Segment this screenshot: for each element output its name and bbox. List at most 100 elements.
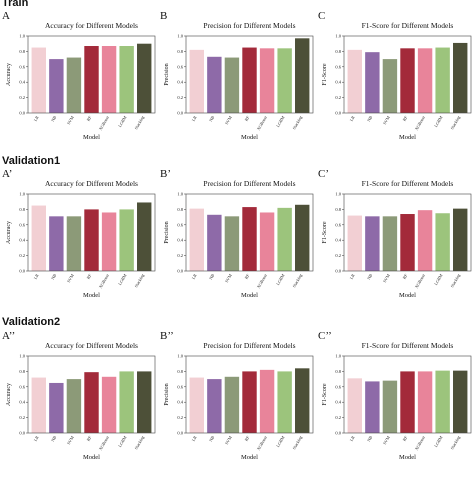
y-tick-label: 0.0 xyxy=(177,431,183,436)
chart-title: Accuracy for Different Models xyxy=(45,21,138,30)
x-tick-label: XGBoost xyxy=(414,114,427,131)
y-tick-label: 0.4 xyxy=(177,400,183,405)
bar-rf xyxy=(242,207,257,271)
panel-letter: A’ xyxy=(2,168,13,180)
x-tick-label: LR xyxy=(191,115,198,122)
bar-lr xyxy=(347,378,362,433)
plot-frame xyxy=(27,35,156,114)
bar-lr xyxy=(31,47,46,113)
y-tick-label: 0.2 xyxy=(19,415,25,420)
x-tick-label: XGBoost xyxy=(256,272,269,289)
bar-lr xyxy=(31,205,46,271)
x-tick-label: LGBM xyxy=(433,435,444,448)
bar-lgbm xyxy=(277,48,292,113)
x-tick-label: LR xyxy=(349,115,356,122)
y-tick-label: 0.8 xyxy=(335,49,341,54)
chart-panel: B Precision for Different Models LR NB SVM RF… xyxy=(160,10,316,155)
x-axis-label: Model xyxy=(241,292,258,299)
y-tick-label: 0.6 xyxy=(19,222,25,227)
x-tick-label: Stacking xyxy=(449,272,461,288)
y-tick-label: 1.0 xyxy=(177,34,183,39)
bar-xgboost xyxy=(101,212,117,271)
y-tick-label: 0.8 xyxy=(335,369,341,374)
bar-nb xyxy=(207,379,222,433)
bar-lr xyxy=(31,377,46,433)
y-tick-label: 1.0 xyxy=(335,354,341,359)
bar-svm xyxy=(224,376,240,433)
y-tick-label: 0.8 xyxy=(177,369,183,374)
chart-title: Precision for Different Models xyxy=(203,341,295,350)
y-tick-label: 0.4 xyxy=(19,238,25,243)
chart-panel: C F1-Score for Different Models LR NB SVM RF X… xyxy=(318,10,474,155)
y-tick-label: 0.4 xyxy=(335,238,341,243)
bar-lr xyxy=(347,49,362,113)
x-tick-label: RF xyxy=(243,114,250,122)
x-tick-label: Stacking xyxy=(133,272,145,288)
x-tick-label: NB xyxy=(208,115,215,123)
y-tick-label: 0.0 xyxy=(335,269,341,274)
bar-rf xyxy=(84,46,99,114)
y-tick-label: 1.0 xyxy=(19,34,25,39)
panel-letter: B’’ xyxy=(160,330,174,342)
x-tick-label: NB xyxy=(50,115,57,123)
plot-frame xyxy=(185,355,314,434)
x-tick-label: XGBoost xyxy=(98,434,111,451)
y-axis-label: Accuracy xyxy=(6,383,12,406)
bar-nb xyxy=(207,214,222,271)
bar-stacking xyxy=(453,370,468,433)
bar-nb xyxy=(365,52,380,113)
x-tick-label: NB xyxy=(366,115,373,123)
y-tick-label: 1.0 xyxy=(177,354,183,359)
y-tick-label: 0.4 xyxy=(177,80,183,85)
bar-lr xyxy=(189,49,204,113)
y-tick-label: 0.8 xyxy=(19,369,25,374)
y-tick-label: 0.0 xyxy=(177,111,183,116)
bar-lr xyxy=(189,377,204,433)
y-axis-label: Accuracy xyxy=(6,221,12,244)
plot-frame xyxy=(185,193,314,272)
x-tick-label: SVM xyxy=(224,273,233,284)
y-tick-label: 0.2 xyxy=(335,253,341,258)
chart-title: Precision for Different Models xyxy=(203,179,295,188)
x-tick-label: SVM xyxy=(224,435,233,446)
bar-rf xyxy=(242,371,257,433)
bar-rf xyxy=(84,209,99,271)
y-tick-label: 0.2 xyxy=(177,415,183,420)
panel-letter: C’’ xyxy=(318,330,332,342)
bar-svm xyxy=(382,59,398,113)
x-tick-label: LGBM xyxy=(117,435,128,448)
y-tick-label: 0.2 xyxy=(335,415,341,420)
y-tick-label: 0.6 xyxy=(335,222,341,227)
bar-rf xyxy=(400,48,415,113)
chart-panel: B’’ Precision for Different Models LR NB SVM… xyxy=(160,330,316,475)
y-tick-label: 0.4 xyxy=(177,238,183,243)
y-tick-label: 0.0 xyxy=(177,269,183,274)
x-tick-label: SVM xyxy=(66,115,75,126)
x-tick-label: RF xyxy=(401,434,408,442)
x-tick-label: SVM xyxy=(382,273,391,284)
bar-svm xyxy=(382,216,398,271)
y-tick-label: 0.2 xyxy=(177,95,183,100)
x-tick-label: XGBoost xyxy=(256,114,269,131)
x-tick-label: RF xyxy=(85,272,92,280)
x-axis-label: Model xyxy=(83,454,100,461)
y-tick-label: 1.0 xyxy=(19,354,25,359)
panel-letter: B xyxy=(160,10,168,22)
x-tick-label: NB xyxy=(366,435,373,443)
x-tick-label: LR xyxy=(33,435,40,442)
x-tick-label: XGBoost xyxy=(98,272,111,289)
y-tick-label: 0.0 xyxy=(19,269,25,274)
bar-xgboost xyxy=(101,376,117,433)
bar-stacking xyxy=(137,202,152,271)
chart-title: Accuracy for Different Models xyxy=(45,179,138,188)
bar-nb xyxy=(49,59,64,113)
x-tick-label: Stacking xyxy=(449,114,461,130)
x-tick-label: XGBoost xyxy=(256,434,269,451)
bar-rf xyxy=(84,372,99,433)
y-tick-label: 0.6 xyxy=(177,222,183,227)
x-tick-label: XGBoost xyxy=(414,434,427,451)
bar-lgbm xyxy=(435,47,450,113)
plot-frame xyxy=(27,193,156,272)
chart-panel: C’’ F1-Score for Different Models LR NB SVM R… xyxy=(318,330,474,475)
bar-xgboost xyxy=(417,48,433,113)
